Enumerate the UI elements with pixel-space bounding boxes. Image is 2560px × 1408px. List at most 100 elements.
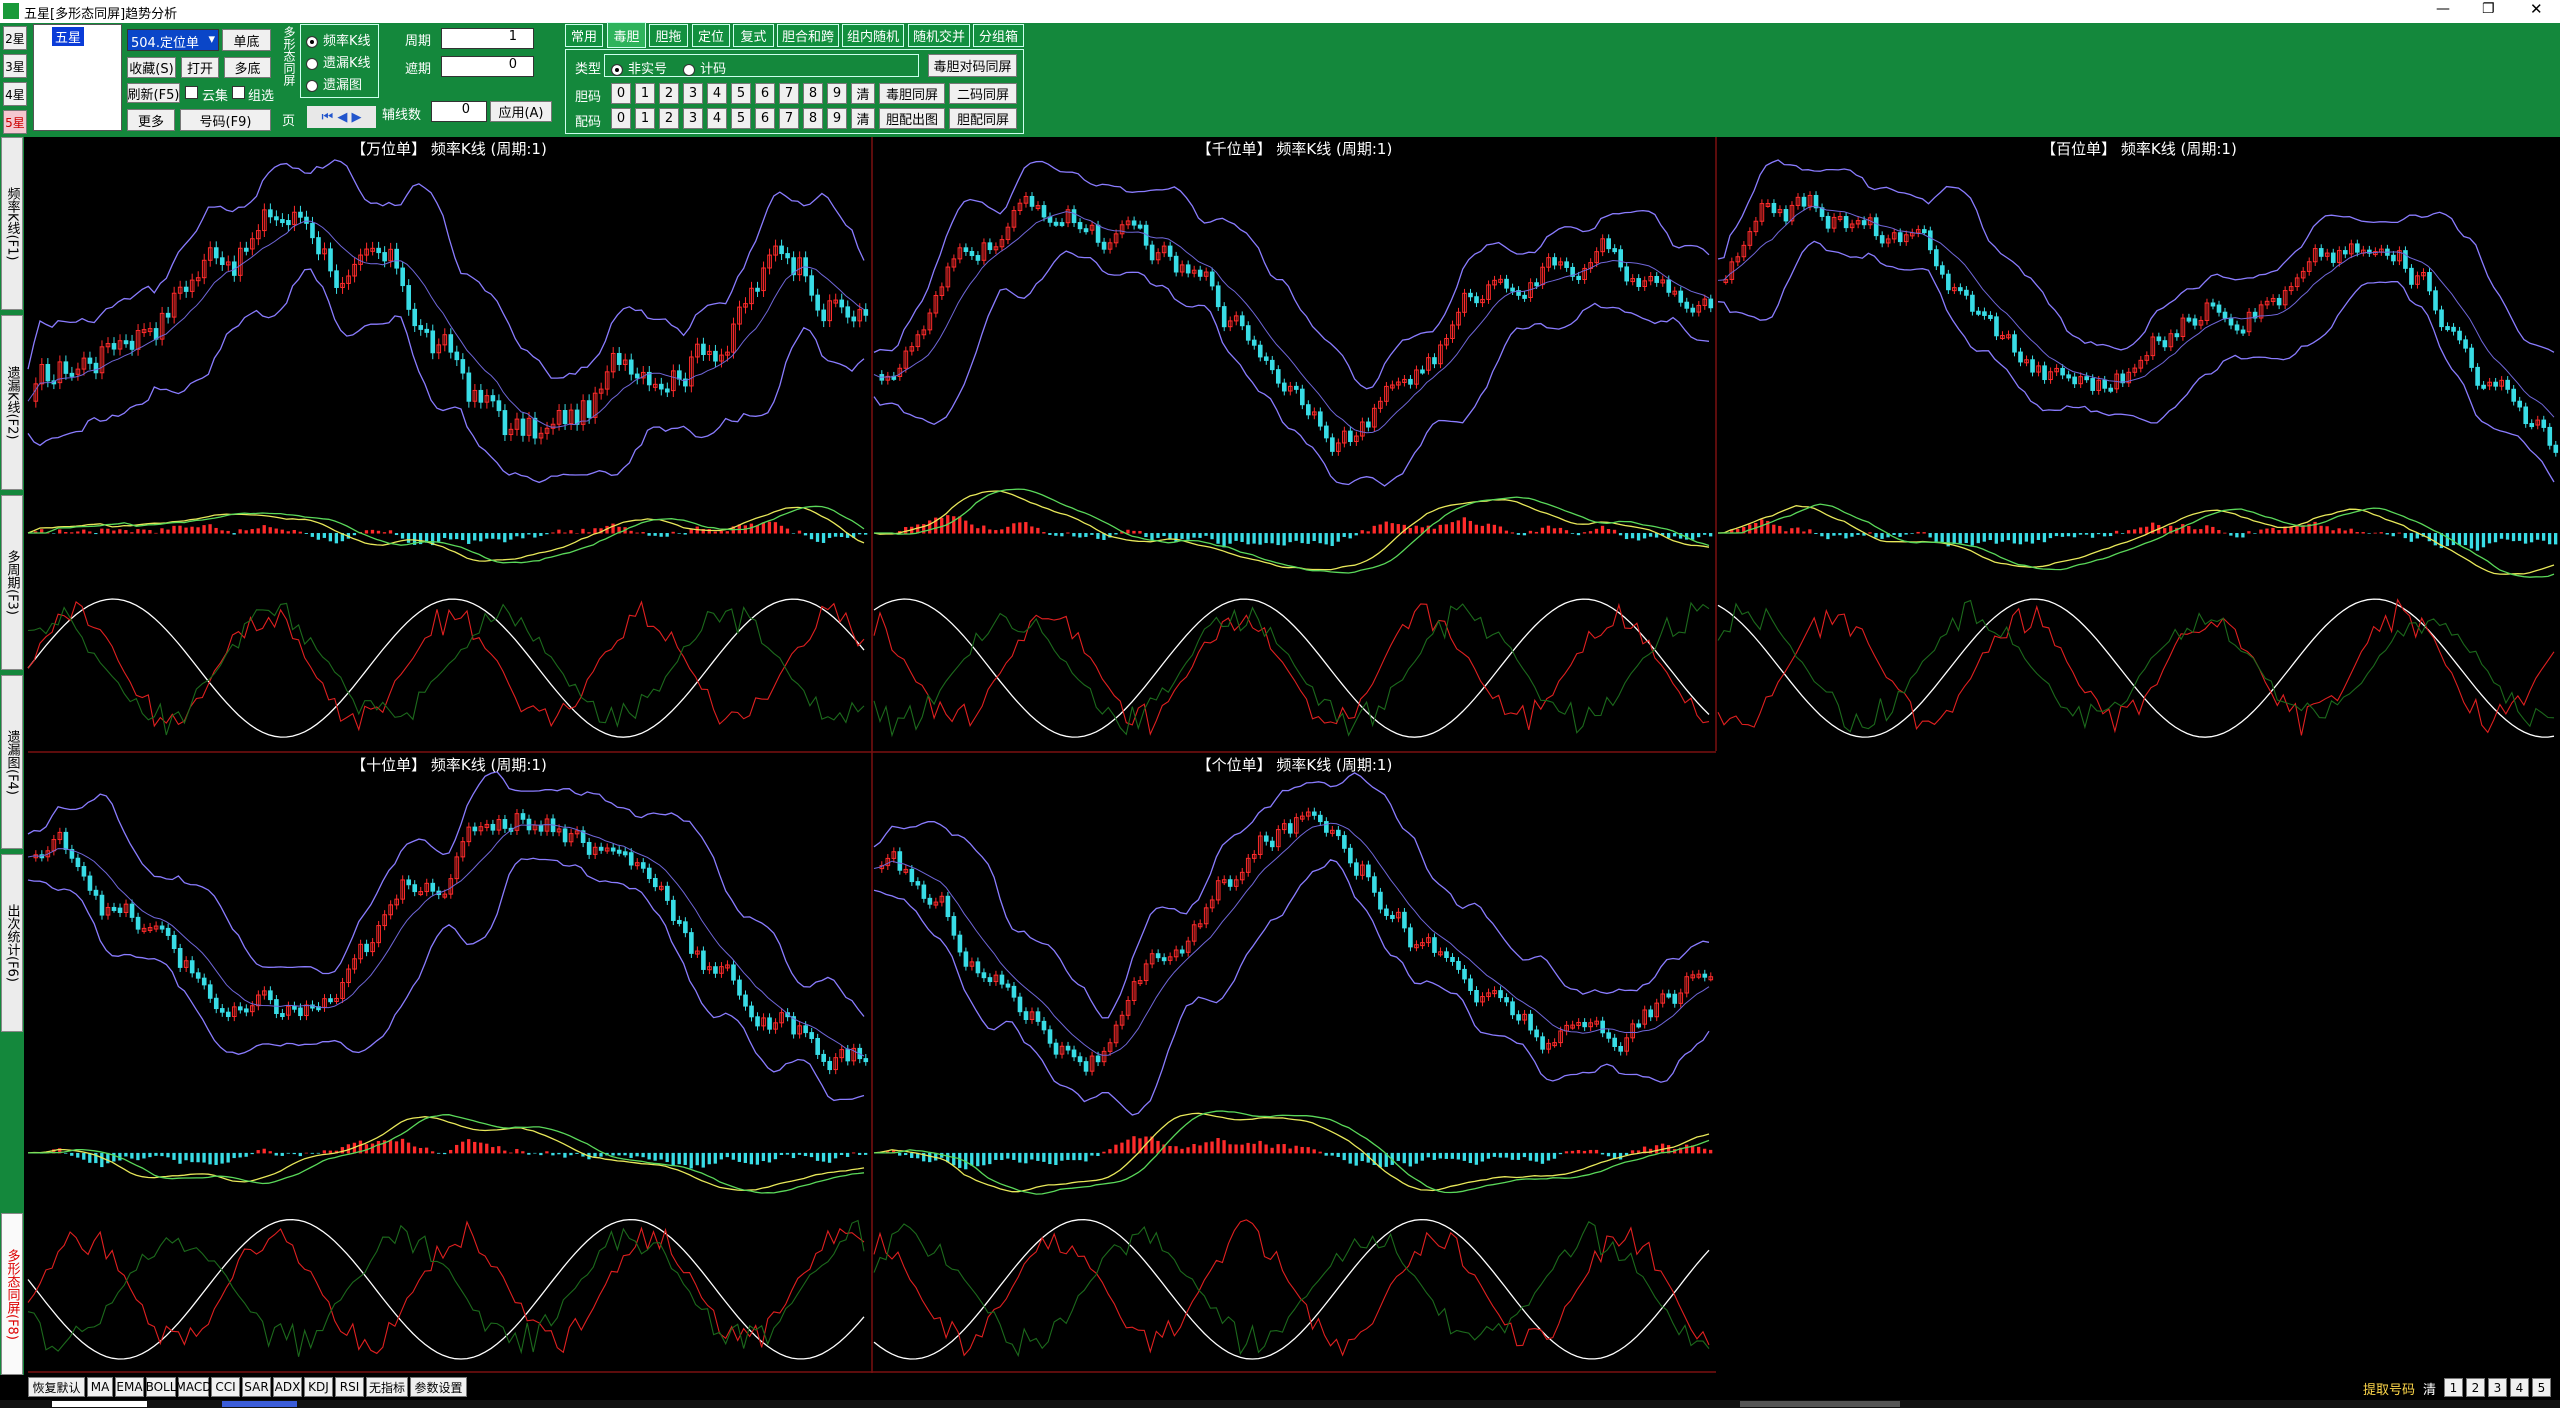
radio-option[interactable]: 频率K线 (306, 30, 371, 49)
spin-input[interactable]: 0 (441, 56, 534, 77)
macd-bar (2012, 533, 2017, 544)
tab[interactable]: 随机交并 (908, 24, 970, 47)
digit[interactable]: 9 (827, 83, 847, 104)
side-tab[interactable]: 出次统计(F6) (1, 854, 23, 1032)
tab[interactable]: 分组箱 (973, 24, 1024, 47)
checkbox[interactable] (185, 86, 198, 99)
indicator-button[interactable]: RSI (335, 1377, 364, 1397)
indicator-button[interactable]: BOLL (146, 1377, 176, 1397)
restore[interactable]: ❐ (2482, 1, 2495, 17)
star-tab[interactable]: 4星 (3, 82, 27, 106)
tab[interactable]: 组内随机 (842, 24, 904, 47)
macd-bar (262, 525, 266, 534)
tab[interactable]: 常用 (565, 24, 603, 47)
radio-label[interactable]: 计码 (700, 62, 727, 77)
button[interactable]: 收藏(S) (127, 57, 176, 78)
minimize[interactable]: — (2436, 1, 2450, 17)
digit[interactable]: 3 (683, 83, 703, 104)
star-tab[interactable]: 3星 (3, 54, 27, 78)
indicator-button[interactable]: MACD (176, 1377, 212, 1397)
pick-page[interactable]: 3 (2488, 1378, 2507, 1397)
pick-page[interactable]: 1 (2444, 1378, 2463, 1397)
clear[interactable]: 清 (851, 83, 875, 104)
tab[interactable]: 复式 (733, 24, 774, 47)
pick-page[interactable]: 5 (2532, 1378, 2551, 1397)
digit[interactable]: 4 (707, 108, 727, 129)
spin-input[interactable]: 0 (431, 101, 487, 122)
clear[interactable]: 清 (851, 108, 875, 129)
side-tab[interactable]: 多周期(F3) (1, 495, 23, 670)
macd-bar (1886, 533, 1890, 538)
digit[interactable]: 8 (803, 108, 823, 129)
macd-bar (485, 1143, 489, 1154)
tab[interactable]: 胆拖 (649, 24, 688, 47)
button[interactable]: 毒胆同屏 (879, 83, 945, 104)
tab[interactable]: 定位 (692, 24, 730, 47)
macd-signal (28, 505, 865, 564)
candle (1612, 248, 1617, 253)
indicator-button[interactable]: 参数设置 (410, 1377, 467, 1397)
close[interactable]: ✕ (2530, 0, 2543, 18)
star-tab[interactable]: 2星 (3, 26, 27, 50)
button[interactable]: 应用(A) (490, 101, 552, 122)
digit[interactable]: 7 (779, 108, 799, 129)
radio-option[interactable]: 遗漏图 (306, 74, 362, 93)
digit[interactable]: 3 (683, 108, 703, 129)
side-tab[interactable]: 遗漏K线(F2) (1, 315, 23, 490)
page-nav[interactable]: ⏮ ◀ ▶ (307, 106, 376, 128)
button[interactable]: 多底 (224, 57, 271, 78)
digit[interactable]: 2 (659, 83, 679, 104)
radio-option[interactable]: 遗漏K线 (306, 52, 371, 71)
button[interactable]: 更多 (127, 109, 175, 131)
digit[interactable]: 4 (707, 83, 727, 104)
button[interactable]: 打开 (181, 57, 219, 78)
digit[interactable]: 6 (755, 108, 775, 129)
digit[interactable]: 2 (659, 108, 679, 129)
star-tab[interactable]: 5星 (3, 110, 27, 134)
side-tab[interactable]: 遗漏图(F4) (1, 675, 23, 849)
digit[interactable]: 5 (731, 83, 751, 104)
indicator-button[interactable]: MA (87, 1377, 113, 1397)
digit[interactable]: 5 (731, 108, 751, 129)
indicator-button[interactable]: ADX (273, 1377, 302, 1397)
button[interactable]: 号码(F9) (180, 109, 271, 131)
indicator-button[interactable]: EMA (115, 1377, 144, 1397)
combo[interactable]: 504.定位单 ▾ (127, 29, 219, 51)
tab[interactable]: 胆合和跨 (777, 24, 839, 47)
digit[interactable]: 1 (635, 108, 655, 129)
digit[interactable]: 7 (779, 83, 799, 104)
radio-label[interactable]: 非实号 (628, 62, 668, 77)
candle (604, 847, 610, 852)
indicator-button[interactable]: KDJ (304, 1377, 333, 1397)
panel-title: 【个位单】 频率K线 (周期:1) (1196, 756, 1393, 774)
pick-page[interactable]: 2 (2466, 1378, 2485, 1397)
indicator-button[interactable]: SAR (242, 1377, 271, 1397)
band-mid (27, 824, 865, 1057)
macd-bar (1742, 527, 1746, 534)
digit[interactable]: 1 (635, 83, 655, 104)
macd-bar (2523, 533, 2528, 544)
button[interactable]: 胆配同屏 (949, 108, 1017, 129)
side-tab[interactable]: 频率K线(F1) (1, 137, 23, 310)
macd-bar (1642, 1146, 1647, 1154)
button[interactable]: 单底 (222, 29, 271, 51)
button[interactable]: 胆配出图 (879, 108, 945, 129)
tab[interactable]: 毒胆 (607, 22, 646, 48)
indicator-button[interactable]: 无指标 (366, 1377, 408, 1397)
digit[interactable]: 0 (611, 83, 631, 104)
button[interactable]: 毒胆对码同屏 (928, 54, 1017, 77)
spin-input[interactable]: 1 (441, 28, 534, 49)
tree-item[interactable]: 五星 (52, 27, 85, 46)
indicator-button[interactable]: 恢复默认 (28, 1377, 85, 1397)
indicator-button[interactable]: CCI (211, 1377, 240, 1397)
candle (400, 879, 405, 900)
side-tab[interactable]: 多形态同屏(F8) (1, 1213, 23, 1375)
button[interactable]: 二码同屏 (949, 83, 1017, 104)
button[interactable]: 刷新(F5) (127, 83, 180, 103)
digit[interactable]: 0 (611, 108, 631, 129)
checkbox[interactable] (232, 86, 245, 99)
digit[interactable]: 8 (803, 83, 823, 104)
digit[interactable]: 6 (755, 83, 775, 104)
pick-page[interactable]: 4 (2510, 1378, 2529, 1397)
digit[interactable]: 9 (827, 108, 847, 129)
